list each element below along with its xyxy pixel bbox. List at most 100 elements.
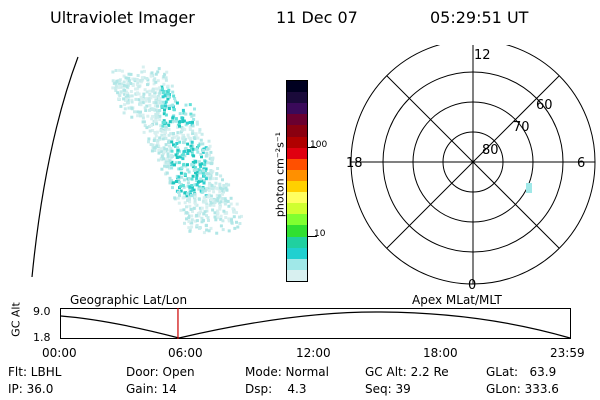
- emission-pixel: [144, 97, 148, 101]
- emission-pixel: [166, 161, 170, 165]
- emission-pixel: [182, 162, 186, 166]
- emission-pixel: [195, 120, 199, 124]
- emission-pixel: [188, 149, 192, 153]
- emission-pixel: [227, 204, 231, 208]
- emission-pixel: [144, 109, 148, 112]
- emission-pixel: [137, 85, 141, 89]
- emission-pixel: [193, 195, 197, 199]
- emission-pixel: [179, 183, 183, 186]
- emission-pixel: [189, 112, 193, 116]
- emission-pixel: [169, 153, 173, 157]
- lat-label-70: 70: [513, 120, 530, 135]
- emission-pixel: [168, 181, 172, 185]
- emission-pixel: [145, 104, 149, 108]
- colorbar-tick-10: 10: [314, 229, 326, 239]
- emission-pixel: [213, 215, 217, 219]
- emission-pixel: [221, 192, 224, 196]
- emission-pixel: [219, 214, 223, 218]
- emission-pixel: [190, 114, 194, 118]
- emission-pixel: [177, 175, 181, 179]
- emission-pixel: [136, 110, 140, 114]
- emission-pixel: [202, 196, 206, 200]
- emission-pixel: [157, 67, 161, 71]
- emission-pixel: [137, 98, 141, 102]
- emission-pixel: [140, 76, 144, 80]
- emission-pixel: [199, 164, 203, 168]
- emission-pixel: [208, 153, 211, 157]
- emission-pixel: [156, 104, 159, 108]
- emission-pixel: [114, 81, 118, 85]
- emission-pixel: [201, 187, 204, 191]
- emission-pixel: [233, 210, 237, 214]
- emission-pixel: [164, 76, 168, 80]
- emission-pixel: [210, 161, 214, 165]
- emission-pixel: [154, 134, 158, 138]
- emission-pixel: [127, 72, 131, 76]
- emission-pixel: [212, 203, 216, 207]
- emission-pixel: [151, 87, 155, 91]
- emission-pixel: [167, 123, 171, 127]
- time-label: 05:29:51 UT: [430, 8, 529, 27]
- emission-pixel: [202, 212, 206, 216]
- emission-pixel: [169, 132, 173, 136]
- mlt-label-0: 0: [468, 278, 476, 290]
- emission-pixel: [190, 146, 193, 150]
- colorbar-tick-100: 100: [310, 140, 328, 150]
- emission-pixel: [173, 163, 176, 167]
- emission-pixel: [225, 182, 228, 186]
- emission-pixel: [123, 92, 127, 96]
- emission-pixel: [191, 161, 195, 164]
- emission-pixel: [158, 136, 162, 140]
- emission-pixel: [201, 190, 205, 194]
- emission-pixel: [204, 160, 208, 164]
- emission-pixel: [209, 226, 213, 230]
- emission-pixel: [177, 190, 180, 194]
- emission-pixel: [199, 210, 203, 214]
- emission-pixel: [216, 167, 220, 170]
- emission-pixel: [185, 217, 188, 221]
- emission-pixel: [154, 112, 158, 116]
- emission-pixel: [122, 97, 126, 101]
- emission-pixel: [166, 152, 170, 156]
- emission-pixel: [205, 209, 209, 213]
- emission-pixel: [181, 157, 185, 161]
- emission-pixel: [178, 112, 182, 116]
- emission-pixel: [151, 143, 155, 147]
- emission-pixel: [171, 90, 175, 94]
- colorbar-cell: [287, 103, 307, 115]
- emission-pixel: [166, 84, 170, 88]
- emission-pixel: [181, 108, 185, 112]
- emission-pixel: [171, 116, 175, 120]
- emission-pixel: [212, 185, 216, 189]
- emission-pixel: [141, 113, 145, 117]
- emission-pixel: [111, 86, 115, 90]
- emission-pixel: [168, 159, 172, 163]
- emission-pixel: [182, 185, 186, 189]
- emission-pixel: [170, 84, 174, 88]
- emission-pixel: [183, 173, 187, 176]
- emission-pixel: [238, 215, 241, 219]
- emission-pixel: [164, 113, 168, 117]
- emission-pixel: [131, 84, 135, 87]
- emission-pixel: [154, 119, 158, 123]
- emission-pixel: [191, 165, 195, 169]
- emission-pixel: [127, 79, 131, 83]
- emission-pixel: [197, 168, 201, 172]
- emission-pixel: [223, 197, 227, 201]
- colorbar-cell: [287, 169, 307, 181]
- colorbar-cell: [287, 136, 307, 148]
- emission-pixel: [182, 111, 186, 115]
- emission-pixel: [118, 94, 122, 98]
- emission-pixel: [129, 82, 133, 85]
- emission-pixel: [143, 124, 147, 128]
- emission-pixel: [184, 123, 188, 127]
- emission-pixel: [162, 128, 166, 132]
- emission-pixel: [204, 177, 208, 181]
- emission-pixel: [174, 180, 178, 183]
- emission-pixel: [229, 196, 233, 200]
- emission-pixel: [200, 206, 204, 210]
- emission-pixel: [179, 130, 183, 134]
- emission-pixel: [155, 115, 159, 119]
- emission-pixel: [193, 219, 197, 223]
- emission-pixel: [200, 162, 204, 166]
